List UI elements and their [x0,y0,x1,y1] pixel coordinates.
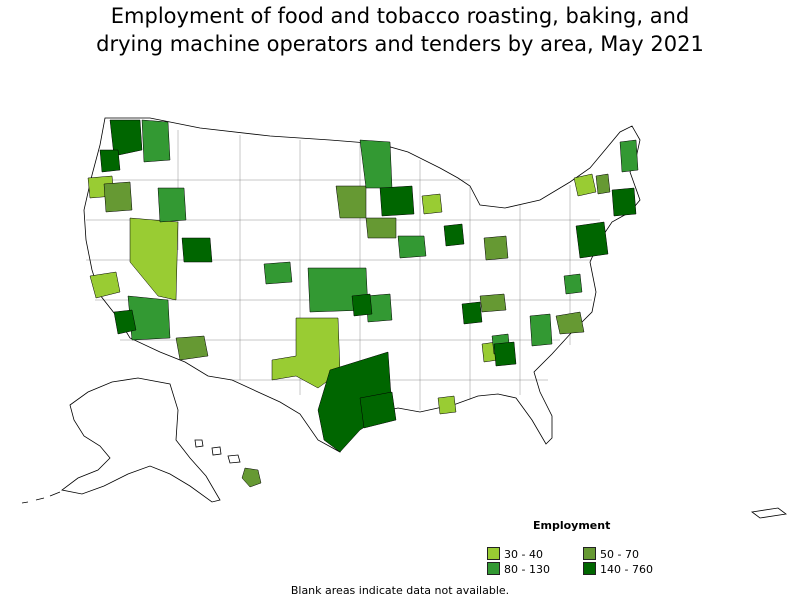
aleutian-islands [21,491,61,504]
legend-swatch-140-760 [583,562,596,575]
puerto-rico-outline [750,507,788,519]
kauai [194,439,204,448]
legend-item-80-130: 80 - 130 [487,562,550,576]
area-east-texas [317,351,393,453]
area-west-texas [271,317,341,389]
area-california-central [89,271,121,299]
map-title-line-2: drying machine operators and tenders by … [96,32,704,56]
area-portland [99,149,121,173]
map-title-line-1: Employment of food and tobacco roasting,… [110,4,690,28]
area-chicago [443,223,465,247]
alaska [21,377,221,504]
area-iowa [365,217,397,239]
area-ohio [483,235,509,261]
area-hawaii-big-island [241,467,262,488]
area-washington-west [109,119,143,157]
puerto-rico [750,507,788,519]
legend-label-30-40: 30 - 40 [504,548,543,561]
legend-item-50-70: 50 - 70 [583,547,639,561]
area-north-carolina [555,311,585,335]
area-vermont [595,173,611,195]
area-new-england [611,187,637,217]
legend: Employment 30 - 40 50 - 70 80 - 130 140 … [487,519,707,579]
legend-swatch-30-40 [487,547,500,560]
area-colorado-north [263,261,293,285]
legend-label-140-760: 140 - 760 [600,563,653,576]
oahu [211,446,222,456]
area-southern-california [113,309,137,335]
area-georgia [529,313,553,347]
area-arizona-south [175,335,209,361]
data-availability-note: Blank areas indicate data not available. [290,584,510,597]
area-oregon-east [103,181,133,213]
area-washington-east [141,119,171,163]
area-minneapolis [379,185,415,217]
area-missouri [397,235,427,259]
area-houston [359,391,397,429]
legend-title: Employment [533,519,611,532]
legend-label-50-70: 50 - 70 [600,548,639,561]
area-louisiana [437,395,457,415]
area-ohio-west [461,301,483,325]
area-minnesota-west [335,185,367,219]
area-arizona-phoenix [127,295,171,341]
area-virginia [563,273,583,295]
area-upstate-ny [573,173,597,197]
area-idaho [157,187,187,223]
legend-item-140-760: 140 - 760 [583,562,653,576]
area-atlanta [493,341,517,367]
area-wisconsin [421,193,443,215]
legend-label-80-130: 80 - 130 [504,563,550,576]
area-maine [619,139,639,173]
area-ny-nj [575,221,609,259]
area-kentucky [479,293,507,313]
legend-item-30-40: 30 - 40 [487,547,543,561]
legend-swatch-50-70 [583,547,596,560]
employment-areas [87,119,639,488]
legend-swatch-80-130 [487,562,500,575]
hawaii [194,439,241,464]
maui [227,454,241,464]
area-salt-lake [181,237,213,263]
alaska-outline [61,377,221,503]
area-tulsa [351,293,373,317]
